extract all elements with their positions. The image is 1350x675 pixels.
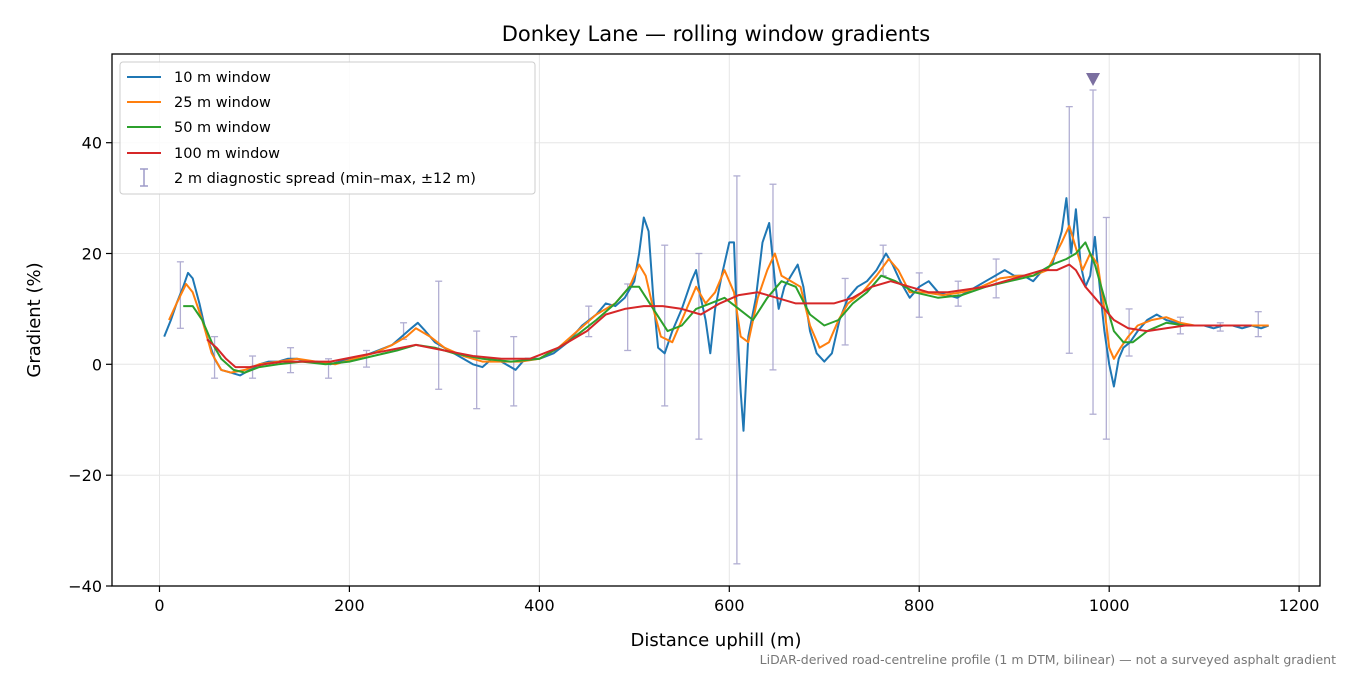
axis-ticks: 0 200 400 600 800 1000 1200 −40 −20 0 20 40	[68, 134, 1319, 615]
x-tick-label: 1000	[1089, 596, 1130, 615]
spread-errorbar	[510, 335, 518, 407]
spread-errorbar	[435, 280, 443, 390]
legend-label-10m: 10 m window	[174, 70, 271, 86]
x-axis-label: Distance uphill (m)	[631, 630, 802, 651]
spread-errorbar	[363, 349, 371, 368]
spread-errorbar	[769, 183, 777, 371]
legend-box	[119, 61, 536, 195]
marker-layer	[1086, 72, 1101, 86]
y-tick-label: 0	[92, 355, 102, 374]
y-tick-label: −40	[68, 577, 102, 596]
spread-errorbar	[733, 175, 741, 565]
spread-errorbar	[992, 258, 1000, 299]
legend: 10 m window 25 m window 50 m window 100 …	[119, 61, 536, 195]
series-line-50m	[183, 241, 1252, 374]
spread-errorbar	[1254, 311, 1262, 338]
legend-label-25m: 25 m window	[174, 95, 271, 111]
series-lines	[163, 197, 1270, 432]
marker-triangle-down	[1086, 72, 1101, 86]
diagnostic-spread-errorbars	[176, 89, 1262, 565]
series-line-100m	[206, 263, 1252, 369]
y-tick-label: 40	[82, 134, 102, 153]
y-tick-label: 20	[82, 245, 102, 264]
x-tick-label: 400	[524, 596, 555, 615]
footnote: LiDAR-derived road-centreline profile (1…	[760, 652, 1336, 667]
legend-label-diagnostic-spread: 2 m diagnostic spread (min–max, ±12 m)	[174, 171, 476, 187]
legend-swatch-diagnostic-spread	[140, 168, 148, 187]
chart-title: Donkey Lane — rolling window gradients	[502, 22, 931, 46]
x-tick-label: 200	[334, 596, 365, 615]
x-tick-label: 1200	[1279, 596, 1320, 615]
x-tick-label: 800	[904, 596, 935, 615]
legend-label-100m: 100 m window	[174, 146, 280, 162]
y-axis-label: Gradient (%)	[24, 262, 45, 377]
spread-errorbar	[1125, 308, 1133, 357]
spread-errorbar	[473, 330, 481, 410]
y-tick-label: −20	[68, 466, 102, 485]
plot-frame	[111, 53, 1321, 587]
x-tick-label: 600	[714, 596, 745, 615]
spread-errorbar	[915, 272, 923, 318]
legend-label-50m: 50 m window	[174, 120, 271, 136]
x-tick-label: 0	[154, 596, 164, 615]
